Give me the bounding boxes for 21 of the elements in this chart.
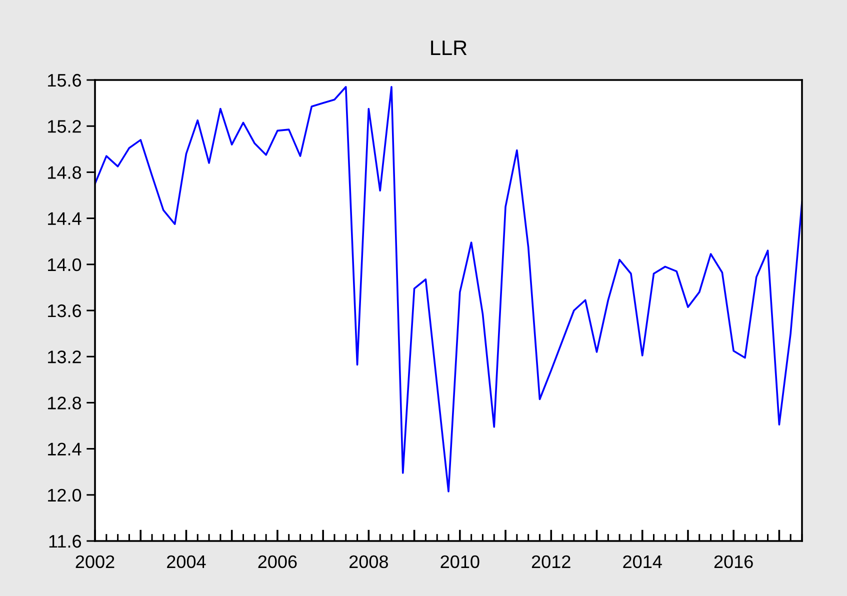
- x-tick-label: 2012: [532, 555, 570, 568]
- y-tick-label: 12.8: [48, 396, 82, 410]
- x-tick-label: 2016: [714, 555, 753, 568]
- y-tick-label: 14.4: [48, 212, 82, 225]
- x-tick-label: 2010: [440, 555, 480, 568]
- y-tick-label: 14.0: [48, 258, 82, 272]
- y-tick-label: 12.0: [48, 488, 82, 502]
- chart-title: LLR: [431, 40, 467, 55]
- x-tick-label: 2006: [258, 555, 297, 568]
- y-tick-label: 12.4: [48, 442, 82, 456]
- y-tick-label: 11.6: [49, 534, 82, 548]
- x-tick-label: 2002: [76, 555, 114, 568]
- y-tick-label: 13.2: [48, 350, 81, 364]
- x-tick-label: 2008: [350, 555, 388, 568]
- y-tick-label: 13.6: [48, 304, 82, 318]
- y-tick-label: 15.2: [48, 120, 81, 133]
- y-tick-label: 14.8: [48, 166, 82, 179]
- line-series: [95, 86, 802, 492]
- x-tick-label: 2004: [167, 555, 206, 568]
- x-tick-label: 2014: [623, 555, 662, 568]
- y-tick-label: 15.6: [48, 74, 82, 87]
